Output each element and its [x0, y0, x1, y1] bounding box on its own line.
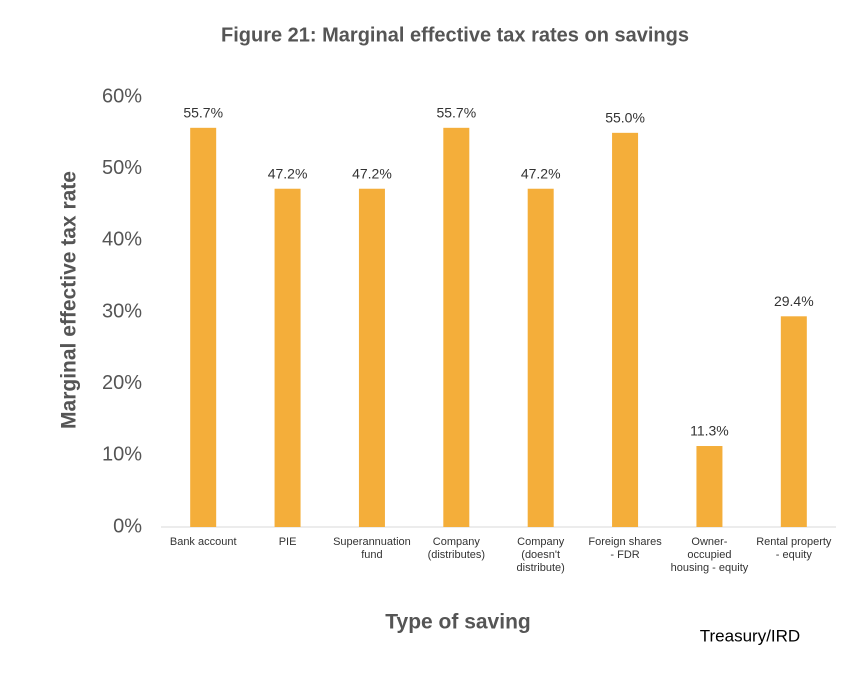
x-tick-label-box: Bank account [161, 536, 245, 549]
x-tick-label: Owner-occupied housing - equity [670, 536, 749, 574]
x-tick-label-box: Rental property - equity [752, 536, 836, 562]
x-tick-label-box: Owner-occupied housing - equity [667, 536, 751, 575]
bar [696, 446, 723, 527]
value-label: 47.2% [352, 165, 392, 181]
x-tick-label: Rental property - equity [756, 536, 832, 561]
y-tick-label: 10% [102, 444, 142, 466]
value-label: 47.2% [268, 165, 308, 181]
value-label: 11.3% [690, 423, 729, 439]
value-label: 55.7% [436, 105, 476, 121]
x-tick-label: Foreign shares - FDR [588, 536, 662, 561]
x-tick-label: Superannuation fund [333, 536, 411, 561]
x-tick-label-box: Company (doesn't distribute) [499, 536, 583, 575]
y-tick-label: 50% [102, 157, 142, 179]
source-note: Treasury/IRD [700, 626, 800, 645]
y-axis-label: Marginal effective tax rate [58, 171, 81, 429]
y-tick-label: 20% [102, 372, 142, 394]
bar [274, 188, 301, 527]
value-label: 55.7% [183, 105, 223, 121]
chart-title: Figure 21: Marginal effective tax rates … [221, 24, 689, 46]
value-label: 29.4% [774, 293, 814, 309]
bar [190, 127, 217, 528]
bar [780, 316, 807, 527]
bar [443, 127, 470, 528]
x-tick-label-box: Superannuation fund [330, 536, 414, 562]
value-label: 55.0% [605, 110, 645, 126]
y-tick-label: 40% [102, 229, 142, 251]
value-label: 47.2% [521, 165, 561, 181]
x-tick-label-box: PIE [246, 536, 330, 549]
x-axis-label: Type of saving [385, 611, 530, 634]
y-tick-label: 60% [102, 85, 142, 107]
x-tick-label-box: Company (distributes) [414, 536, 498, 562]
x-tick-label: Company (distributes) [427, 536, 486, 561]
bar [527, 188, 554, 527]
y-tick-label: 30% [102, 300, 142, 322]
bar [358, 188, 385, 527]
x-tick-label: Company (doesn't distribute) [516, 536, 565, 574]
x-tick-label-box: Foreign shares - FDR [583, 536, 667, 562]
y-tick-label: 0% [113, 515, 142, 537]
bar [612, 132, 639, 528]
x-tick-label: PIE [278, 536, 297, 548]
x-tick-label: Bank account [169, 536, 237, 548]
